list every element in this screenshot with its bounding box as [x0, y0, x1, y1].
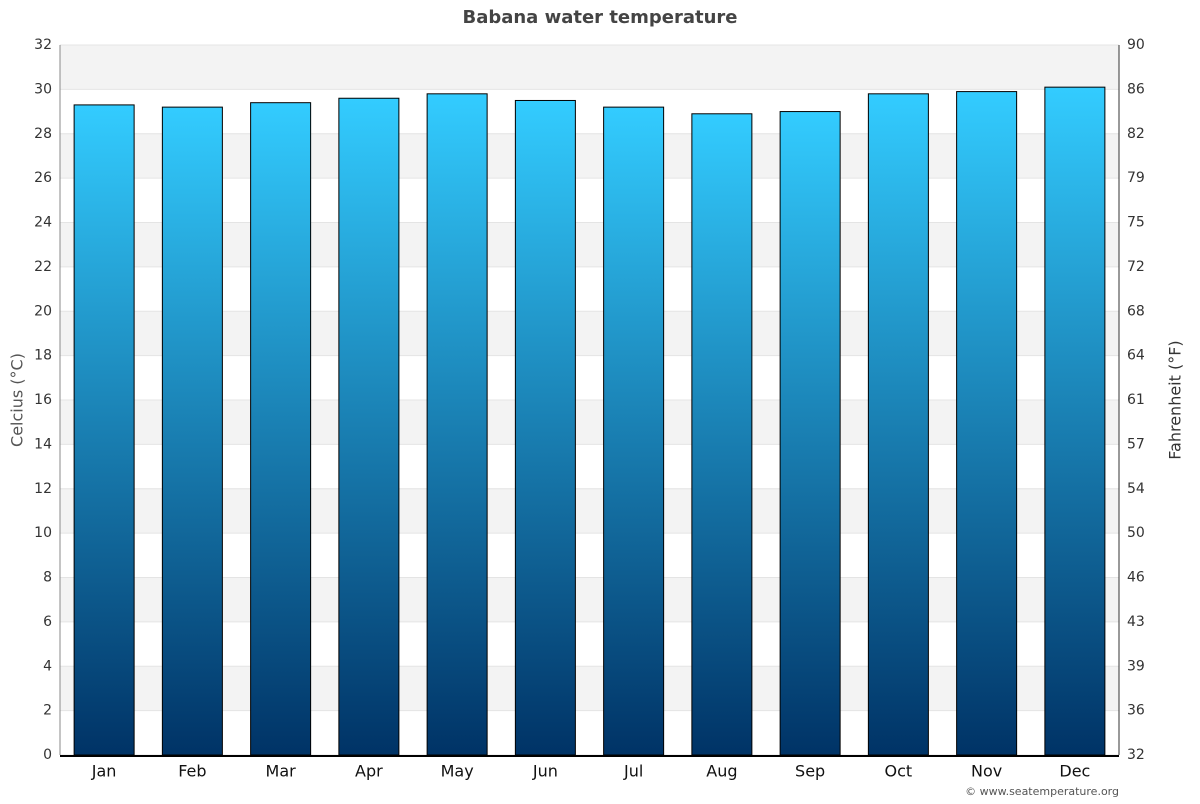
- grid-band: [60, 222, 1119, 267]
- x-tick-label: May: [441, 762, 474, 781]
- bar: [956, 91, 1018, 756]
- bar: [338, 97, 400, 756]
- y2-tick-label: 50: [1127, 525, 1145, 541]
- y-tick-label: 22: [34, 259, 52, 275]
- y-tick-label: 10: [34, 525, 52, 541]
- x-tick-label: Mar: [266, 762, 297, 781]
- chart-title: Babana water temperature: [462, 7, 737, 28]
- y-axis-label: Celcius (°C): [8, 353, 27, 447]
- bar: [867, 93, 929, 756]
- grid-band: [60, 311, 1119, 356]
- y2-tick-label: 79: [1127, 170, 1145, 186]
- x-tick-label: Aug: [706, 762, 737, 781]
- y2-tick-label: 39: [1127, 658, 1145, 674]
- grid-band: [60, 666, 1119, 711]
- bar: [514, 99, 576, 756]
- y-tick-label: 0: [43, 747, 52, 763]
- y2-tick-label: 64: [1127, 348, 1145, 364]
- y-tick-label: 28: [34, 126, 52, 142]
- y2-tick-label: 68: [1127, 303, 1145, 319]
- bar: [691, 113, 753, 756]
- grid-band: [60, 488, 1119, 534]
- y-tick-label: 16: [34, 392, 52, 408]
- bar: [779, 111, 841, 756]
- bar: [73, 104, 135, 756]
- bar: [161, 106, 223, 756]
- x-tick-label: Dec: [1059, 762, 1090, 781]
- y2-tick-label: 90: [1127, 37, 1145, 53]
- x-tick-label: Jun: [532, 762, 558, 781]
- x-tick-label: Jan: [91, 762, 117, 781]
- y-tick-label: 4: [43, 658, 52, 674]
- y2-tick-label: 46: [1127, 570, 1145, 586]
- y-tick-label: 2: [43, 703, 52, 719]
- grid-band: [60, 400, 1119, 445]
- grid-band: [60, 577, 1119, 622]
- y2-tick-label: 32: [1127, 747, 1145, 763]
- x-tick-label: Apr: [355, 762, 383, 781]
- bar: [1044, 86, 1106, 756]
- y-tick-label: 6: [43, 614, 52, 630]
- y2-tick-label: 36: [1127, 703, 1145, 719]
- bar: [603, 106, 665, 756]
- y-tick-label: 20: [34, 303, 52, 319]
- y-tick-label: 12: [34, 481, 52, 497]
- y-tick-label: 30: [34, 81, 52, 97]
- y2-tick-label: 54: [1127, 481, 1145, 497]
- y-tick-label: 32: [34, 37, 52, 53]
- y-tick-label: 26: [34, 170, 52, 186]
- y2-tick-label: 82: [1127, 126, 1145, 142]
- x-tick-label: Jul: [623, 762, 643, 781]
- y-tick-label: 18: [34, 348, 52, 364]
- y2-tick-label: 72: [1127, 259, 1145, 275]
- x-tick-label: Nov: [971, 762, 1002, 781]
- credit: © www.seatemperature.org: [965, 785, 1119, 798]
- x-tick-label: Sep: [795, 762, 825, 781]
- y2-tick-label: 43: [1127, 614, 1145, 630]
- x-tick-label: Oct: [885, 762, 913, 781]
- y2-tick-label: 86: [1127, 81, 1145, 97]
- grid-band: [60, 133, 1119, 179]
- x-tick-label: Feb: [178, 762, 206, 781]
- bar: [426, 93, 488, 756]
- bar: [250, 102, 312, 756]
- y2-tick-label: 75: [1127, 215, 1145, 231]
- y2-tick-label: 61: [1127, 392, 1145, 408]
- y2-axis-label: Fahrenheit (°F): [1166, 340, 1185, 459]
- y-tick-label: 14: [34, 436, 52, 452]
- y2-tick-label: 57: [1127, 436, 1145, 452]
- y-tick-label: 24: [34, 215, 52, 231]
- y-tick-label: 8: [43, 570, 52, 586]
- grid-band: [60, 45, 1119, 90]
